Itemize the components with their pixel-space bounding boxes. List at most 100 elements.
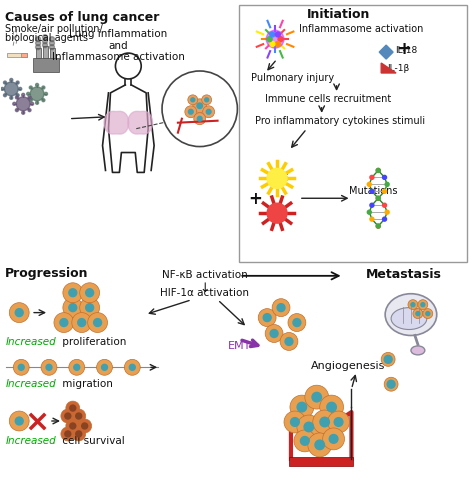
- Circle shape: [267, 169, 287, 188]
- Circle shape: [327, 402, 337, 412]
- Circle shape: [270, 32, 275, 37]
- Circle shape: [334, 417, 343, 426]
- Circle shape: [294, 430, 316, 452]
- Text: Causes of lung cancer: Causes of lung cancer: [5, 11, 160, 24]
- Circle shape: [267, 203, 287, 223]
- Circle shape: [301, 437, 309, 445]
- Circle shape: [312, 392, 321, 402]
- Circle shape: [376, 196, 380, 200]
- Circle shape: [376, 169, 380, 172]
- Circle shape: [367, 210, 371, 214]
- Ellipse shape: [391, 308, 427, 329]
- Circle shape: [82, 423, 88, 429]
- Circle shape: [370, 189, 374, 193]
- Circle shape: [3, 81, 7, 84]
- Text: ↓: ↓: [200, 282, 210, 295]
- Circle shape: [93, 318, 101, 326]
- Circle shape: [42, 98, 45, 102]
- Text: Immune cells recruitment: Immune cells recruitment: [265, 94, 392, 104]
- Circle shape: [266, 30, 284, 48]
- Text: Increased: Increased: [5, 379, 56, 389]
- Text: NF-κB activation: NF-κB activation: [162, 270, 247, 280]
- Circle shape: [74, 365, 80, 370]
- Circle shape: [29, 98, 32, 102]
- Bar: [21, 53, 27, 57]
- Circle shape: [293, 318, 301, 326]
- Circle shape: [16, 96, 18, 99]
- Circle shape: [267, 37, 272, 42]
- Circle shape: [70, 405, 76, 411]
- Circle shape: [270, 329, 278, 338]
- Circle shape: [69, 304, 77, 312]
- Circle shape: [315, 440, 325, 450]
- Circle shape: [66, 401, 80, 415]
- Circle shape: [203, 106, 215, 118]
- Text: cell survival: cell survival: [59, 436, 125, 446]
- Circle shape: [320, 417, 329, 427]
- Circle shape: [383, 217, 386, 221]
- Circle shape: [43, 43, 47, 48]
- Circle shape: [97, 359, 112, 375]
- Circle shape: [188, 95, 198, 105]
- Circle shape: [383, 203, 386, 207]
- Circle shape: [124, 359, 140, 375]
- Circle shape: [49, 37, 55, 42]
- Text: biological agents: biological agents: [5, 33, 88, 43]
- Circle shape: [383, 189, 386, 193]
- Circle shape: [42, 86, 45, 89]
- Circle shape: [66, 419, 80, 433]
- Circle shape: [78, 318, 86, 326]
- Circle shape: [265, 324, 283, 343]
- Polygon shape: [128, 111, 153, 134]
- Circle shape: [275, 42, 280, 47]
- Circle shape: [1, 87, 4, 90]
- Text: Increased: Increased: [5, 338, 56, 347]
- Text: Pro inflammatory cytokines stimuli: Pro inflammatory cytokines stimuli: [255, 116, 425, 126]
- Circle shape: [411, 303, 415, 307]
- Text: migration: migration: [59, 379, 113, 389]
- Circle shape: [36, 101, 38, 104]
- Circle shape: [285, 338, 293, 345]
- Circle shape: [16, 97, 30, 111]
- Circle shape: [4, 82, 18, 96]
- Circle shape: [101, 365, 108, 370]
- Circle shape: [15, 309, 23, 317]
- Ellipse shape: [385, 294, 437, 336]
- Text: Metastasis: Metastasis: [366, 268, 442, 281]
- Polygon shape: [379, 45, 393, 59]
- Circle shape: [69, 289, 77, 297]
- Circle shape: [272, 299, 290, 317]
- Circle shape: [63, 298, 82, 318]
- Circle shape: [205, 98, 209, 102]
- Bar: [36, 48, 41, 58]
- Circle shape: [284, 411, 306, 433]
- Circle shape: [189, 109, 193, 114]
- Circle shape: [36, 83, 38, 86]
- Circle shape: [80, 298, 100, 318]
- Circle shape: [185, 106, 197, 118]
- Circle shape: [43, 35, 47, 40]
- Circle shape: [162, 71, 237, 147]
- Text: IL-1β: IL-1β: [387, 64, 410, 73]
- Text: Progression: Progression: [5, 267, 89, 280]
- Circle shape: [297, 415, 321, 439]
- Circle shape: [193, 99, 207, 113]
- Bar: [43, 46, 48, 58]
- Text: +: +: [397, 40, 411, 58]
- Circle shape: [27, 93, 30, 96]
- Bar: [289, 457, 354, 465]
- FancyBboxPatch shape: [239, 5, 467, 262]
- Circle shape: [9, 303, 29, 322]
- Circle shape: [28, 109, 31, 112]
- Text: ROS: ROS: [265, 173, 289, 183]
- Circle shape: [304, 422, 314, 432]
- Circle shape: [76, 413, 82, 419]
- Circle shape: [202, 95, 211, 105]
- Circle shape: [387, 380, 395, 388]
- Circle shape: [49, 45, 55, 49]
- Circle shape: [426, 312, 430, 316]
- Circle shape: [416, 312, 420, 316]
- Bar: [33, 58, 59, 72]
- Polygon shape: [104, 111, 129, 134]
- Circle shape: [18, 365, 24, 370]
